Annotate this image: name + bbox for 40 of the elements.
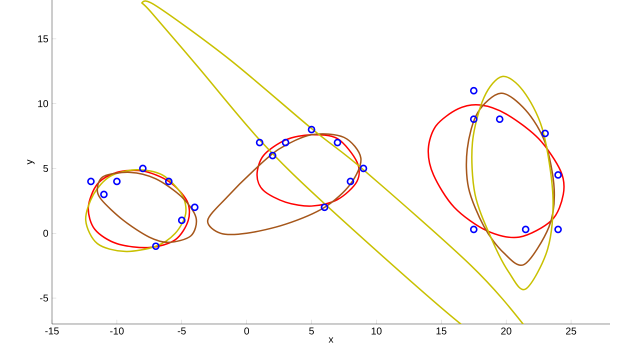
point bbox=[164, 178, 173, 186]
point bbox=[346, 178, 354, 186]
y-tick-label: 0 bbox=[43, 230, 48, 237]
point bbox=[87, 178, 95, 186]
point bbox=[308, 126, 316, 134]
point bbox=[496, 115, 504, 124]
point bbox=[268, 152, 276, 160]
y-tick-label: -5 bbox=[40, 294, 48, 302]
y-tick-label: 15 bbox=[38, 35, 48, 42]
point bbox=[100, 190, 108, 198]
point bbox=[541, 130, 549, 138]
y-tick-label: 5 bbox=[43, 164, 48, 172]
point bbox=[360, 164, 368, 172]
point bbox=[470, 86, 478, 95]
point bbox=[139, 164, 147, 172]
point bbox=[178, 216, 186, 224]
point bbox=[334, 138, 342, 146]
point bbox=[256, 138, 264, 146]
x-axis-title: x bbox=[328, 337, 334, 343]
point bbox=[282, 138, 290, 146]
point bbox=[470, 226, 478, 234]
x-tick-label: 25 bbox=[566, 328, 576, 335]
point bbox=[522, 226, 530, 234]
point bbox=[470, 115, 478, 124]
point bbox=[320, 204, 328, 212]
point bbox=[190, 204, 199, 212]
y-tick-label: 10 bbox=[38, 100, 48, 108]
x-tick-label: 20 bbox=[501, 328, 512, 335]
x-tick-label: 0 bbox=[244, 328, 250, 335]
point bbox=[152, 242, 160, 250]
point bbox=[113, 178, 121, 186]
x-tick-label: -15 bbox=[45, 328, 59, 334]
x-tick-label: 5 bbox=[309, 328, 314, 334]
x-tick-label: -5 bbox=[178, 328, 186, 334]
point bbox=[554, 226, 562, 234]
y-axis-title: y bbox=[27, 160, 35, 164]
x-tick-label: 15 bbox=[436, 328, 446, 334]
point bbox=[554, 171, 562, 179]
x-tick-label: 10 bbox=[372, 328, 382, 335]
x-tick-label: -10 bbox=[110, 328, 124, 335]
